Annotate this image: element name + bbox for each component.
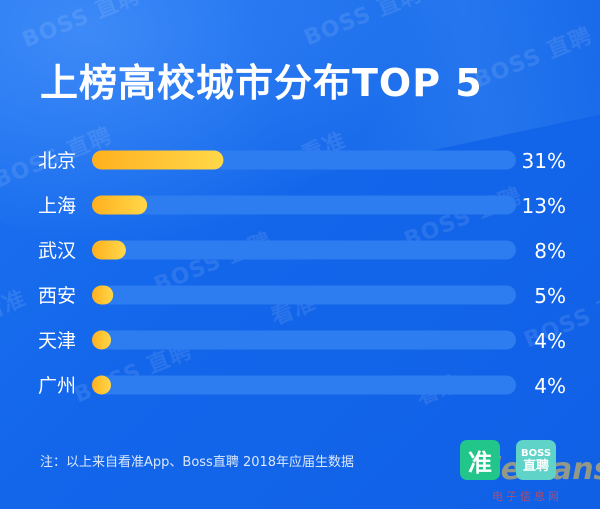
value-label: 8%: [534, 239, 566, 263]
category-label: 武汉: [38, 240, 76, 262]
value-label: 4%: [534, 329, 566, 353]
bar-track: [92, 330, 516, 350]
bar: [92, 285, 114, 305]
category-label: 天津: [38, 330, 76, 352]
bar-track: [92, 240, 516, 260]
boss-logo-text-cn: 直聘: [522, 459, 549, 474]
kanzhun-logo: 准: [460, 440, 500, 480]
bar: [92, 330, 111, 350]
category-label: 西安: [38, 285, 76, 307]
bar-track: [92, 285, 516, 305]
boss-logo: BOSS 直聘: [516, 440, 556, 480]
bar: [92, 150, 224, 170]
kanzhun-logo-text: 准: [468, 448, 492, 477]
value-label: 31%: [522, 149, 566, 173]
source-note: 注：以上来自看准App、Boss直聘 2018年应届生数据: [40, 455, 355, 470]
chart-title: 上榜高校城市分布TOP 5: [40, 61, 483, 105]
category-label: 广州: [38, 375, 76, 397]
bar: [92, 195, 148, 215]
site-watermark-sub: 电子信息网: [492, 490, 562, 503]
bar: [92, 240, 126, 260]
bar-track: [92, 195, 516, 215]
value-label: 13%: [522, 194, 566, 218]
bar-track: [92, 375, 516, 395]
boss-logo-text: BOSS: [520, 448, 552, 459]
category-label: 北京: [38, 150, 76, 172]
value-label: 4%: [534, 374, 566, 398]
category-label: 上海: [38, 195, 76, 217]
bar: [92, 375, 111, 395]
value-label: 5%: [534, 284, 566, 308]
